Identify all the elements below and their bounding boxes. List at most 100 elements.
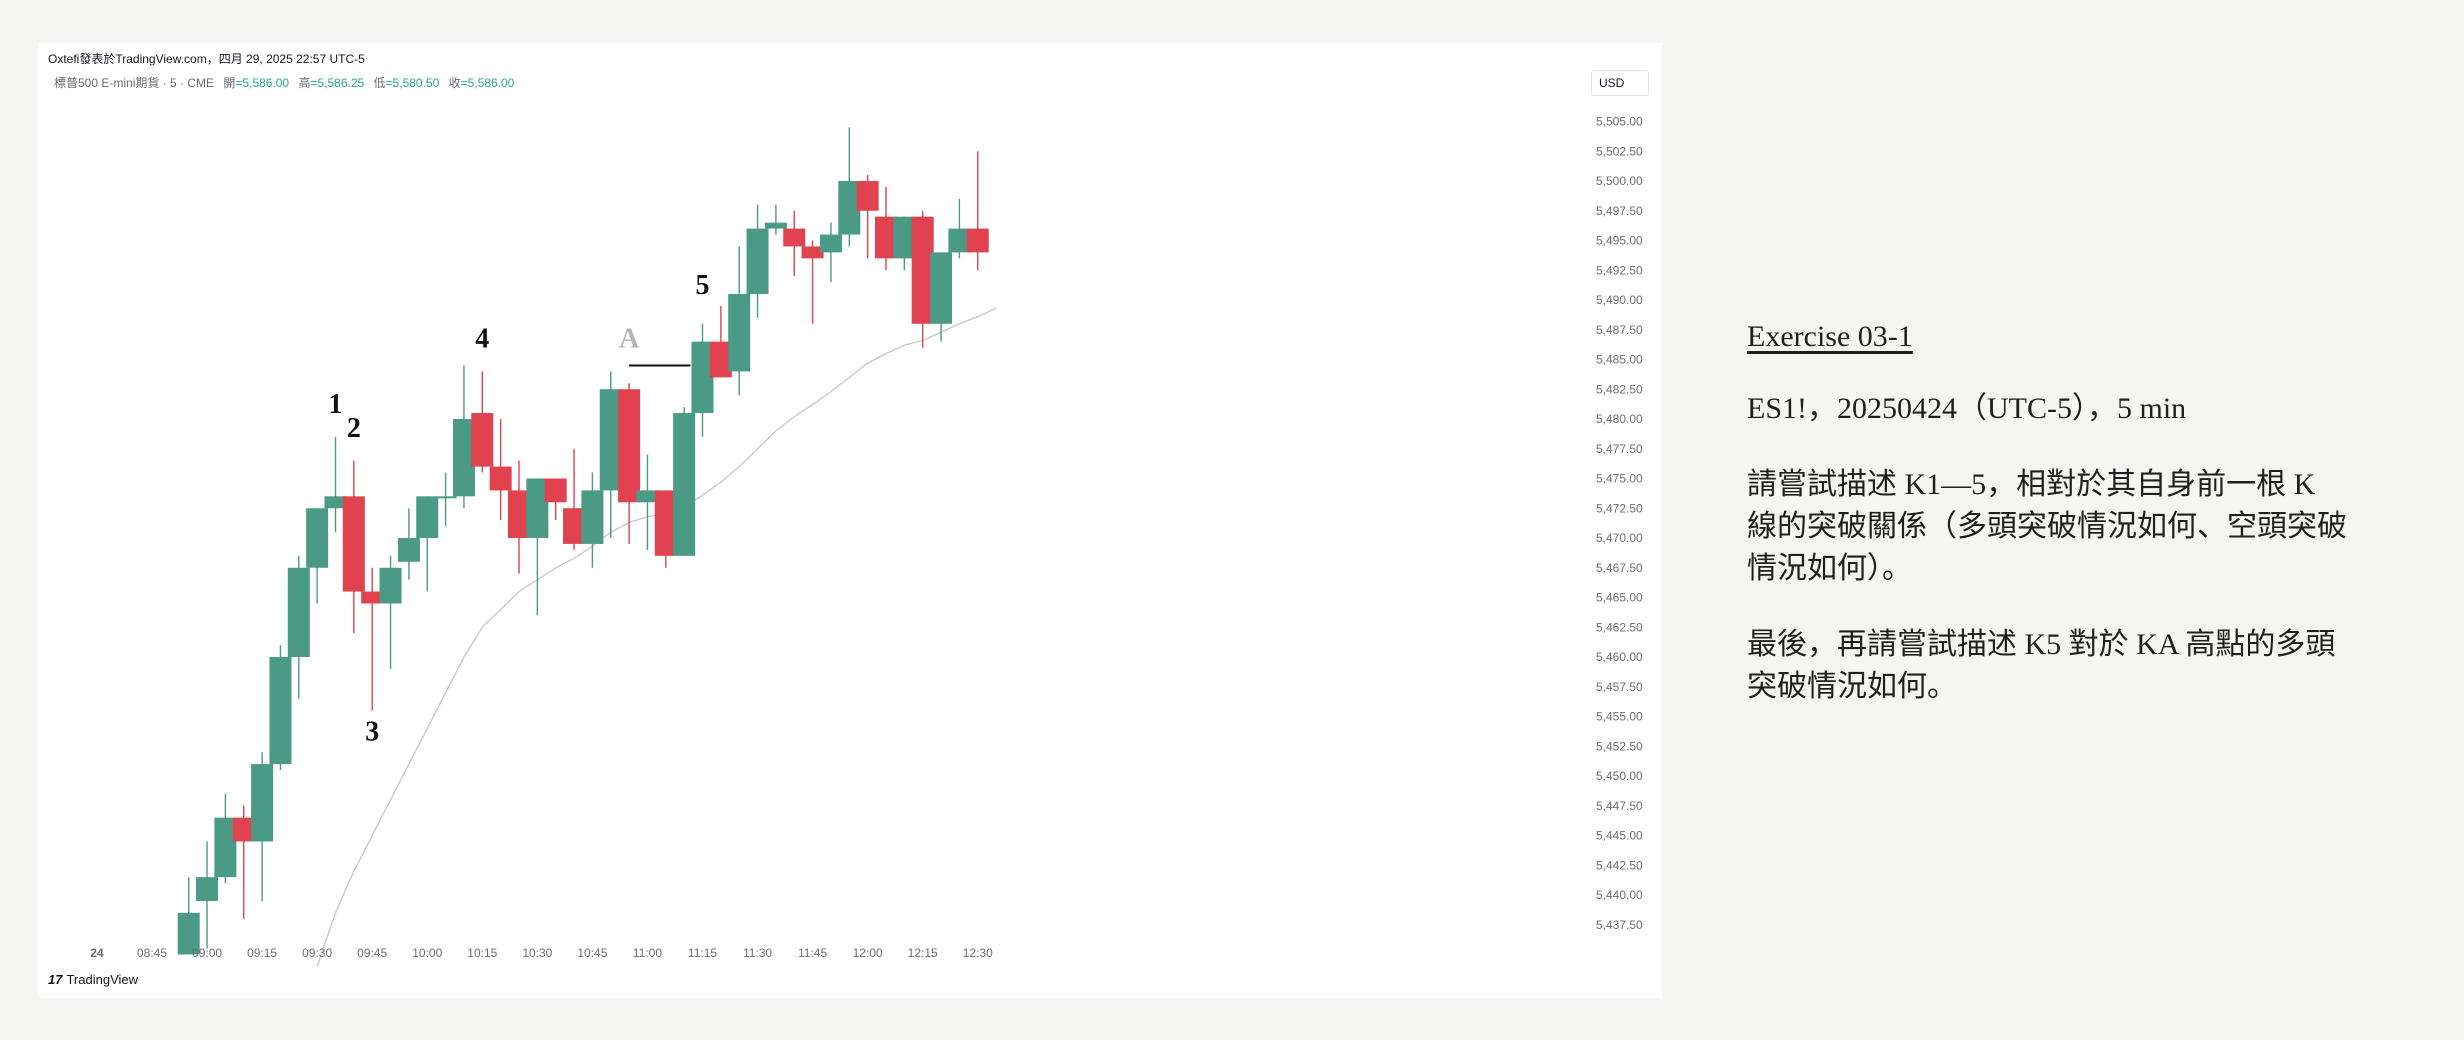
candle[interactable] — [471, 371, 494, 473]
exercise-question-2: 最後，再請嘗試描述 K5 對於 KA 高點的多頭突破情況如何。 — [1747, 628, 2336, 703]
candle[interactable] — [911, 210, 934, 348]
candle[interactable] — [764, 204, 787, 235]
candle[interactable] — [838, 127, 861, 247]
candle[interactable] — [177, 877, 200, 955]
price-tick-label: 5,447.50 — [1596, 799, 1643, 813]
tradingview-logo[interactable]: 17 TradingView — [48, 972, 138, 987]
candle[interactable] — [342, 460, 365, 634]
candle[interactable] — [214, 793, 237, 884]
price-tick-label: 5,482.50 — [1596, 382, 1643, 396]
candle[interactable] — [599, 371, 622, 538]
candle[interactable] — [379, 555, 402, 669]
candle[interactable] — [709, 305, 732, 378]
candle-body — [581, 490, 604, 544]
annotations-layer: 12 3 4 A 5 — [329, 270, 710, 747]
candle[interactable] — [287, 555, 310, 699]
price-tick-label: 5,470.00 — [1596, 531, 1643, 545]
candle[interactable] — [673, 407, 696, 556]
candle[interactable] — [691, 323, 714, 437]
candle-body — [452, 419, 475, 497]
candle[interactable] — [948, 198, 971, 259]
candle[interactable] — [581, 472, 604, 568]
candle[interactable] — [636, 454, 659, 550]
candle-body — [397, 538, 420, 562]
candle-body — [618, 389, 641, 503]
candle[interactable] — [269, 645, 292, 771]
time-tick-label: 12:15 — [908, 946, 938, 960]
candle[interactable] — [416, 496, 439, 592]
price-tick-label: 5,465.00 — [1596, 591, 1643, 605]
price-tick-label: 5,472.50 — [1596, 501, 1643, 515]
candle[interactable] — [544, 478, 567, 521]
candle[interactable] — [489, 419, 512, 521]
candle[interactable] — [434, 472, 457, 527]
candle[interactable] — [397, 508, 420, 580]
candle-body — [911, 216, 934, 324]
candle-body — [875, 216, 897, 259]
price-axis: 5,505.00 5,502.50 5,500.00 5,497.50 5,495.00… — [1596, 115, 1643, 932]
candle-body — [599, 389, 622, 491]
candle[interactable] — [875, 186, 897, 271]
annotation-label: 1 — [329, 389, 343, 420]
candle[interactable] — [324, 436, 347, 533]
candle[interactable] — [893, 216, 916, 271]
candle[interactable] — [508, 460, 530, 574]
price-tick-label: 5,485.00 — [1596, 353, 1643, 367]
close-value: =5,586.00 — [460, 76, 515, 90]
price-tick-label: 5,500.00 — [1596, 174, 1643, 188]
candle[interactable] — [801, 240, 824, 324]
candle[interactable] — [526, 478, 549, 616]
price-tick-label: 5,437.50 — [1596, 918, 1643, 932]
time-tick-label: 09:30 — [302, 946, 332, 960]
candle-body — [251, 764, 274, 842]
candle[interactable] — [306, 508, 329, 604]
candle[interactable] — [930, 252, 953, 342]
price-tick-label: 5,440.00 — [1596, 888, 1643, 902]
price-tick-label: 5,462.50 — [1596, 620, 1643, 634]
currency-selector[interactable]: USD — [1591, 70, 1649, 96]
candle[interactable] — [361, 567, 384, 711]
candle[interactable] — [452, 365, 475, 509]
annotation-label: A — [619, 324, 640, 355]
candle-body — [177, 912, 200, 955]
symbol-description: 標普500 E-mini期貨 · 5 · CME — [54, 76, 215, 90]
chart-card: Oxtefi發表於TradingView.com，四月 29, 2025 22:… — [38, 43, 1662, 998]
exercise-panel: Exercise 03-1 ES1!，20250424（UTC-5），5 min… — [1747, 320, 2387, 742]
candle[interactable] — [966, 151, 989, 271]
candle[interactable] — [196, 841, 219, 949]
price-tick-label: 5,442.50 — [1596, 858, 1643, 872]
candle[interactable] — [728, 246, 751, 396]
candle[interactable] — [618, 383, 641, 544]
candle[interactable] — [856, 175, 879, 259]
time-tick-label: 11:30 — [743, 946, 772, 960]
moving-average-line — [316, 307, 997, 967]
candle[interactable] — [563, 448, 586, 550]
candle[interactable] — [783, 210, 806, 277]
candle-body — [966, 228, 989, 253]
candle[interactable] — [232, 805, 255, 919]
candle[interactable] — [654, 490, 677, 568]
price-tick-label: 5,457.50 — [1596, 680, 1643, 694]
candle-body — [508, 490, 530, 538]
candle-body — [783, 228, 806, 247]
candle[interactable] — [746, 204, 769, 318]
price-tick-label: 5,502.50 — [1596, 144, 1643, 158]
price-tick-label: 5,467.50 — [1596, 561, 1643, 575]
candle-body — [379, 567, 402, 604]
candle-body — [764, 222, 787, 229]
price-tick-label: 5,487.50 — [1596, 323, 1643, 337]
candle-body — [416, 496, 439, 538]
candle-body — [893, 216, 916, 259]
low-label: 低 — [373, 76, 386, 90]
candle-body — [269, 657, 292, 765]
price-tick-label: 5,505.00 — [1596, 115, 1643, 129]
candle[interactable] — [819, 222, 842, 283]
candle[interactable] — [251, 752, 274, 901]
tradingview-logo-text: TradingView — [66, 972, 139, 987]
price-tick-label: 5,450.00 — [1596, 769, 1643, 783]
time-axis: 24 08:45 09:00 09:15 09:30 09:45 10:00 10:15 10:… — [90, 946, 993, 960]
price-tick-label: 5,455.00 — [1596, 710, 1643, 724]
candle-body — [746, 228, 769, 295]
time-tick-label: 09:15 — [247, 946, 277, 960]
